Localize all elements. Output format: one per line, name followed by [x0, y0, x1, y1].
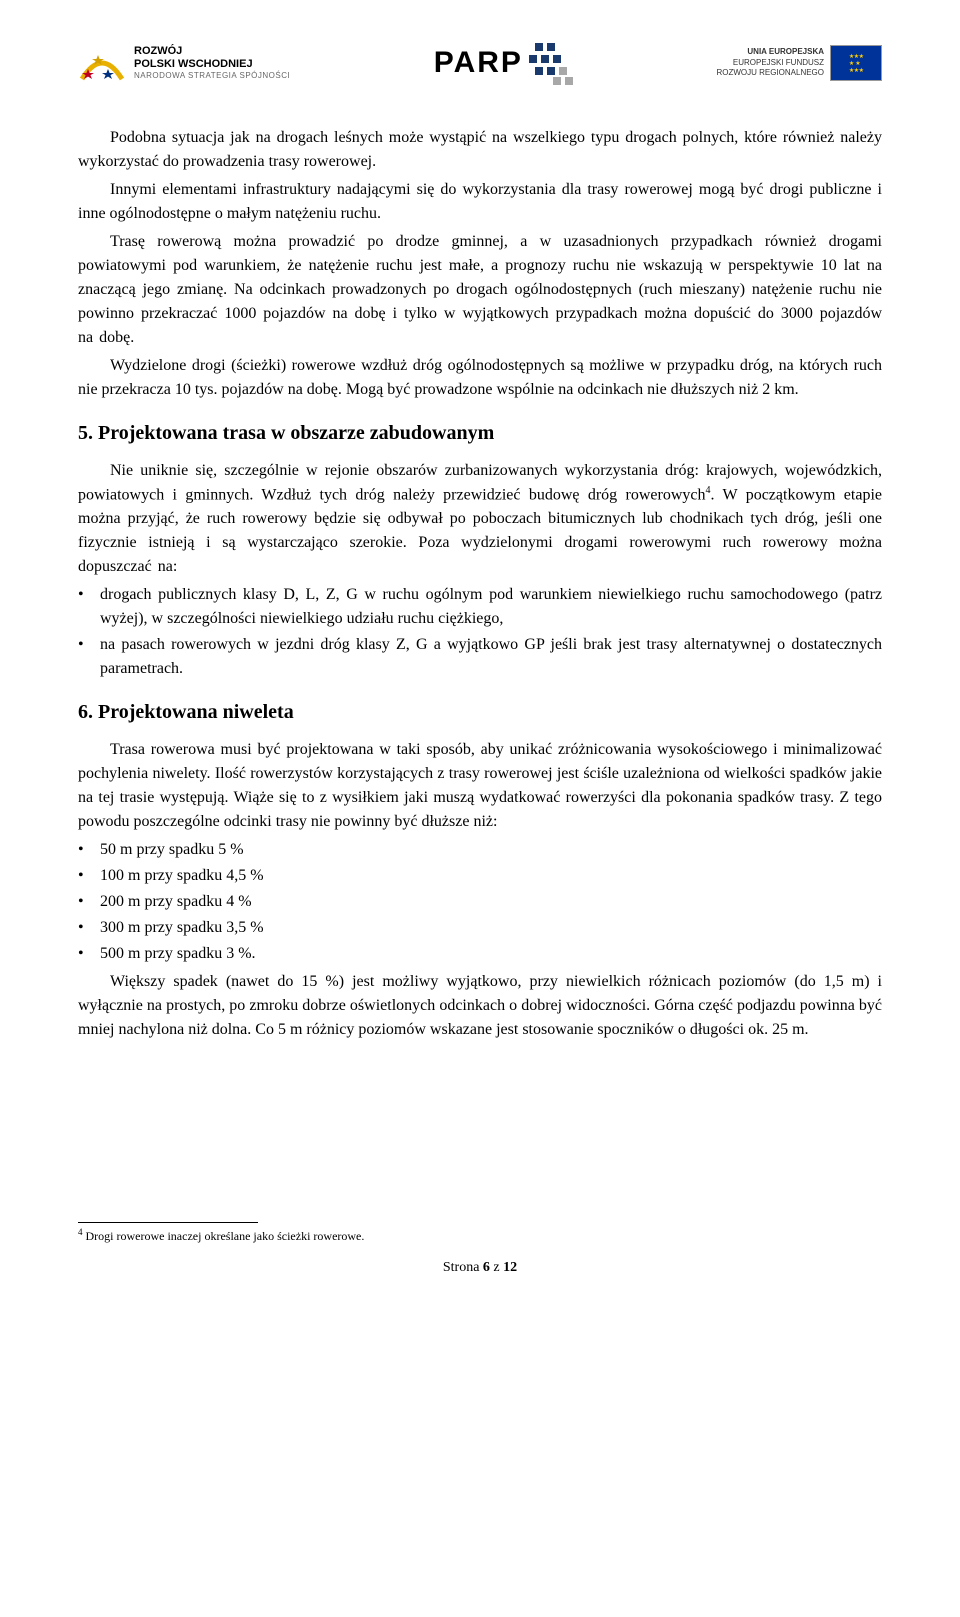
logo-text-line: UNIA EUROPEJSKA: [716, 47, 824, 57]
list-item: 200 m przy spadku 4 %: [78, 890, 882, 914]
footer-total: 12: [503, 1260, 517, 1275]
eu-flag-icon: ★ ★ ★★ ★★ ★ ★: [830, 45, 882, 81]
logo-text-line: ROZWÓJ: [134, 45, 290, 58]
parp-squares-icon: [529, 41, 573, 85]
logo-rozwoj-text: ROZWÓJ POLSKI WSCHODNIEJ NARODOWA STRATE…: [134, 45, 290, 81]
star-arc-icon: [78, 39, 126, 87]
logo-text-line: EUROPEJSKI FUNDUSZ: [716, 58, 824, 68]
section-heading-5: 5. Projektowana trasa w obszarze zabudow…: [78, 422, 882, 445]
footer-page: 6: [483, 1260, 490, 1275]
logo-text-line: NARODOWA STRATEGIA SPÓJNOŚCI: [134, 71, 290, 81]
footnote: 4 Drogi rowerowe inaczej określane jako …: [78, 1227, 882, 1244]
bullet-list-sec5: drogach publicznych klasy D, L, Z, G w r…: [78, 583, 882, 681]
paragraph: Trasę rowerową można prowadzić po drodze…: [78, 230, 882, 350]
paragraph: Innymi elementami infrastruktury nadając…: [78, 178, 882, 226]
logo-eu-text: UNIA EUROPEJSKA EUROPEJSKI FUNDUSZ ROZWO…: [716, 47, 824, 78]
paragraph: Wydzielone drogi (ścieżki) rowerowe wzdł…: [78, 354, 882, 402]
logo-text-line: ROZWOJU REGIONALNEGO: [716, 68, 824, 78]
paragraph: Trasa rowerowa musi być projektowana w t…: [78, 738, 882, 834]
footnote-separator: [78, 1222, 258, 1223]
parp-label: PARP: [434, 46, 523, 80]
list-item: na pasach rowerowych w jezdni dróg klasy…: [78, 633, 882, 681]
logo-parp: PARP: [434, 41, 573, 85]
paragraph: Podobna sytuacja jak na drogach leśnych …: [78, 126, 882, 174]
footnote-text: Drogi rowerowe inaczej określane jako śc…: [83, 1229, 365, 1243]
page-footer: Strona 6 z 12: [78, 1260, 882, 1276]
section-heading-6: 6. Projektowana niweleta: [78, 701, 882, 724]
footer-sep: z: [490, 1260, 503, 1275]
footer-prefix: Strona: [443, 1260, 483, 1275]
bullet-list-sec6: 50 m przy spadku 5 % 100 m przy spadku 4…: [78, 838, 882, 966]
list-item: 300 m przy spadku 3,5 %: [78, 916, 882, 940]
paragraph: Nie uniknie się, szczególnie w rejonie o…: [78, 459, 882, 579]
header-logo-bar: ROZWÓJ POLSKI WSCHODNIEJ NARODOWA STRATE…: [78, 28, 882, 98]
list-item: drogach publicznych klasy D, L, Z, G w r…: [78, 583, 882, 631]
logo-eu: UNIA EUROPEJSKA EUROPEJSKI FUNDUSZ ROZWO…: [716, 45, 882, 81]
list-item: 50 m przy spadku 5 %: [78, 838, 882, 862]
list-item: 100 m przy spadku 4,5 %: [78, 864, 882, 888]
paragraph: Większy spadek (nawet do 15 %) jest możl…: [78, 970, 882, 1042]
logo-rozwoj: ROZWÓJ POLSKI WSCHODNIEJ NARODOWA STRATE…: [78, 39, 290, 87]
logo-text-line: POLSKI WSCHODNIEJ: [134, 58, 290, 71]
list-item: 500 m przy spadku 3 %.: [78, 942, 882, 966]
document-body: Podobna sytuacja jak na drogach leśnych …: [78, 126, 882, 1042]
